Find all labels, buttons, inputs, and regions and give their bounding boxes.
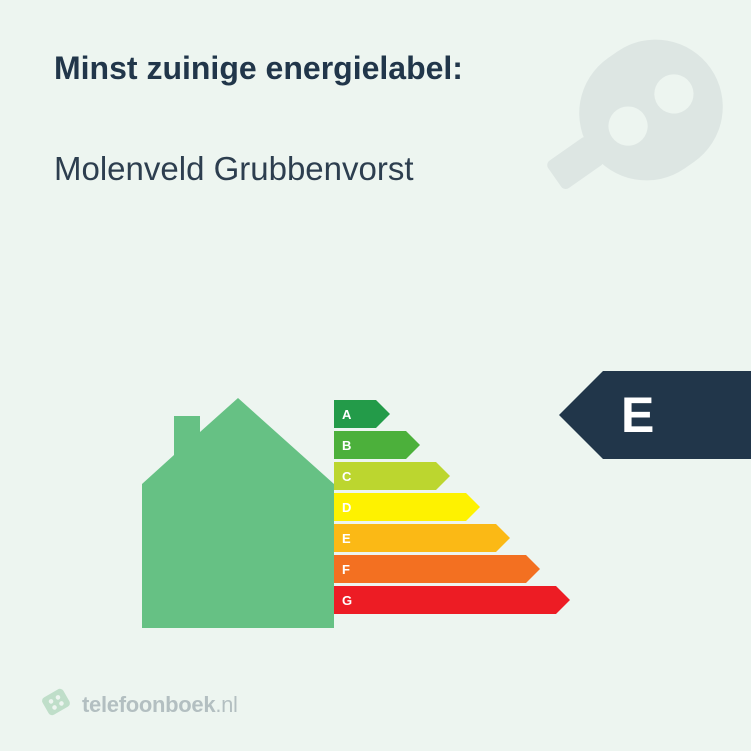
house-icon xyxy=(142,398,334,633)
footer-text: telefoonboek.nl xyxy=(82,692,238,718)
energy-bar-label: F xyxy=(334,555,526,583)
energy-bar-d: D xyxy=(334,493,556,521)
energy-bar-label: A xyxy=(334,400,376,428)
energy-bar-label: G xyxy=(334,586,556,614)
energy-chart: ABCDEFG xyxy=(150,380,570,640)
energy-bar-label: B xyxy=(334,431,406,459)
footer-brand-name: telefoonboek xyxy=(82,692,215,717)
energy-bar-e: E xyxy=(334,524,556,552)
energy-bar-g: G xyxy=(334,586,556,614)
energy-bars: ABCDEFG xyxy=(334,400,556,617)
energy-bar-b: B xyxy=(334,431,556,459)
energy-bar-label: C xyxy=(334,462,436,490)
energy-bar-a: A xyxy=(334,400,556,428)
card-title: Minst zuinige energielabel: xyxy=(54,48,697,88)
result-value: E xyxy=(603,371,751,459)
energy-bar-f: F xyxy=(334,555,556,583)
card-subtitle: Molenveld Grubbenvorst xyxy=(54,150,697,188)
footer-tld: .nl xyxy=(215,692,237,717)
watermark-plug-icon xyxy=(511,0,751,255)
footer-brand: telefoonboek.nl xyxy=(40,686,238,723)
energy-bar-c: C xyxy=(334,462,556,490)
energy-bar-label: E xyxy=(334,524,496,552)
result-tag: E xyxy=(559,371,751,459)
result-arrow-left xyxy=(559,371,603,459)
energy-bar-label: D xyxy=(334,493,466,521)
footer-logo-icon xyxy=(40,686,72,723)
energy-label-card: Minst zuinige energielabel: Molenveld Gr… xyxy=(0,0,751,751)
